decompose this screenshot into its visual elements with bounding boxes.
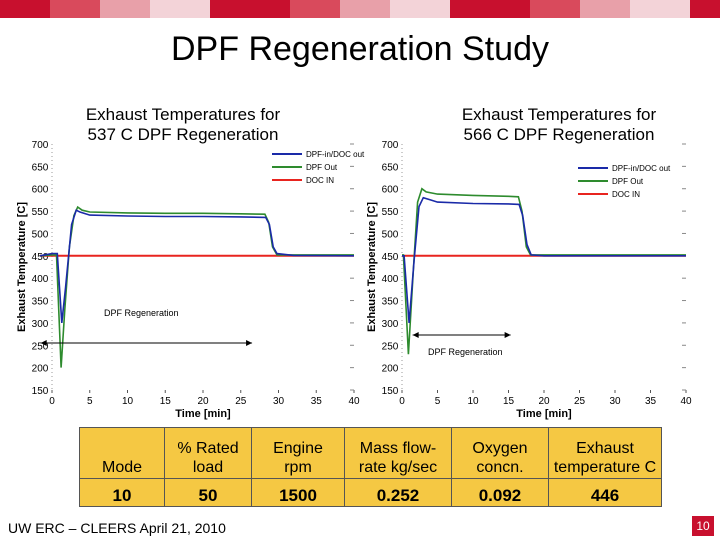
x-tick-label: 5 bbox=[435, 396, 441, 407]
annotation-arrowhead-right bbox=[246, 340, 253, 346]
header-line: % Rated bbox=[177, 440, 239, 458]
chart-2: 0 5 10 15 20 25 30 35 40 150 200 250 300 350 400 450 500… bbox=[366, 140, 692, 420]
header-line: rpm bbox=[284, 459, 312, 477]
x-axis-label: Time [min] bbox=[516, 408, 572, 420]
y-tick-label: 450 bbox=[382, 252, 399, 263]
page-number: 10 bbox=[692, 516, 714, 536]
y-axis-label: Exhaust Temperature [C] bbox=[366, 202, 378, 332]
header-line: load bbox=[192, 459, 224, 477]
x-tick-label: 15 bbox=[160, 396, 172, 407]
cell-engine-rpm: 1500 bbox=[251, 478, 345, 507]
y-tick-label: 550 bbox=[32, 207, 49, 218]
top-decoration-bar bbox=[0, 0, 720, 18]
y-tick-label: 550 bbox=[382, 207, 399, 218]
header-line: Mode bbox=[101, 459, 143, 477]
header-line: Mass flow- bbox=[359, 440, 437, 458]
header-exhaust-temp: Exhaust temperature C bbox=[548, 426, 662, 480]
cell-rated-load: 50 bbox=[164, 478, 252, 507]
cell-mode: 10 bbox=[79, 478, 165, 507]
chart-2-title: Exhaust Temperatures for 566 C DPF Regen… bbox=[461, 105, 657, 144]
y-tick-label: 350 bbox=[382, 297, 399, 308]
x-tick-label: 25 bbox=[574, 396, 586, 407]
y-tick-label: 600 bbox=[32, 185, 49, 196]
y-tick-label: 150 bbox=[32, 386, 49, 397]
legend-label: DPF Out bbox=[306, 163, 338, 172]
y-tick-label: 400 bbox=[32, 274, 49, 285]
x-tick-label: 25 bbox=[235, 396, 247, 407]
y-tick-label: 700 bbox=[382, 140, 399, 151]
header-line: Oxygen bbox=[472, 440, 528, 458]
header-rated-load: % Rated load bbox=[164, 426, 252, 480]
slide-title: DPF Regeneration Study bbox=[171, 30, 549, 68]
annotation-arrowhead-left bbox=[412, 332, 419, 338]
x-axis-label: Time [min] bbox=[175, 408, 231, 420]
header-line: concn. bbox=[476, 459, 524, 477]
cell-oxygen: 0.092 bbox=[451, 478, 549, 507]
y-tick-label: 350 bbox=[32, 297, 49, 308]
y-tick-label: 250 bbox=[32, 341, 49, 352]
header-oxygen: Oxygen concn. bbox=[451, 426, 549, 480]
x-tick-label: 5 bbox=[87, 396, 93, 407]
x-tick-label: 35 bbox=[311, 396, 323, 407]
y-tick-label: 700 bbox=[32, 140, 49, 151]
y-tick-label: 250 bbox=[382, 341, 399, 352]
y-tick-label: 400 bbox=[382, 274, 399, 285]
footer-text: UW ERC – CLEERS April 21, 2010 bbox=[8, 520, 226, 536]
header-mass-flow: Mass flow-rate kg/sec bbox=[344, 426, 452, 480]
x-tick-label: 0 bbox=[399, 396, 405, 407]
x-tick-label: 20 bbox=[538, 396, 550, 407]
chart-1-title: Exhaust Temperatures for 537 C DPF Regen… bbox=[85, 105, 281, 144]
header-engine-rpm: Engine rpm bbox=[251, 426, 345, 480]
cell-mass-flow: 0.252 bbox=[344, 478, 452, 507]
header-line: temperature C bbox=[553, 459, 657, 477]
y-tick-label: 650 bbox=[382, 162, 399, 173]
cell-exhaust-temp: 446 bbox=[548, 478, 662, 507]
y-tick-label: 500 bbox=[32, 229, 49, 240]
annotation-arrowhead-left bbox=[40, 340, 47, 346]
header-line: rate kg/sec bbox=[358, 459, 438, 477]
x-tick-label: 30 bbox=[273, 396, 285, 407]
chart-1: 0 5 10 15 20 25 30 35 40 150 200 250 300 350 400 450 500… bbox=[16, 140, 365, 420]
x-tick-label: 40 bbox=[680, 396, 692, 407]
annotation-arrowhead-right bbox=[504, 332, 511, 338]
table-header-row: Mode % Rated load Engine rpm Mass flow-rat… bbox=[79, 426, 662, 480]
header-mode: Mode bbox=[79, 426, 165, 480]
table-row: 10 50 1500 0.252 0.092 446 bbox=[79, 478, 662, 507]
legend-label: DPF-in/DOC out bbox=[306, 150, 365, 159]
x-tick-label: 20 bbox=[197, 396, 209, 407]
x-tick-label: 0 bbox=[49, 396, 55, 407]
x-tick-label: 15 bbox=[503, 396, 515, 407]
x-tick-label: 10 bbox=[467, 396, 479, 407]
y-tick-label: 650 bbox=[32, 162, 49, 173]
y-tick-label: 450 bbox=[32, 252, 49, 263]
series-line-dpf-in-doc-out bbox=[402, 196, 686, 323]
annotation-label: DPF Regeneration bbox=[428, 347, 503, 357]
header-line: Engine bbox=[273, 440, 323, 458]
y-tick-label: 600 bbox=[382, 185, 399, 196]
legend-label: DOC IN bbox=[306, 176, 334, 185]
series-line-dpf-out bbox=[39, 205, 354, 368]
y-tick-label: 300 bbox=[32, 319, 49, 330]
x-tick-label: 35 bbox=[645, 396, 657, 407]
series-line-dpf-out bbox=[402, 187, 686, 355]
annotation-label: DPF Regeneration bbox=[104, 308, 179, 318]
series-line-dpf-in-doc-out bbox=[39, 209, 355, 323]
y-tick-label: 150 bbox=[382, 386, 399, 397]
y-tick-label: 200 bbox=[382, 364, 399, 375]
y-tick-label: 300 bbox=[382, 319, 399, 330]
legend-label: DPF-in/DOC out bbox=[612, 164, 671, 173]
x-tick-label: 40 bbox=[348, 396, 360, 407]
y-tick-label: 200 bbox=[32, 364, 49, 375]
legend-label: DPF Out bbox=[612, 177, 644, 186]
x-tick-label: 30 bbox=[609, 396, 621, 407]
test-conditions-table: Mode % Rated load Engine rpm Mass flow-rat… bbox=[79, 426, 662, 507]
header-line: Exhaust bbox=[576, 440, 634, 458]
y-axis-label: Exhaust Temperature [C] bbox=[16, 202, 28, 332]
legend-label: DOC IN bbox=[612, 190, 640, 199]
y-tick-label: 500 bbox=[382, 229, 399, 240]
x-tick-label: 10 bbox=[122, 396, 134, 407]
